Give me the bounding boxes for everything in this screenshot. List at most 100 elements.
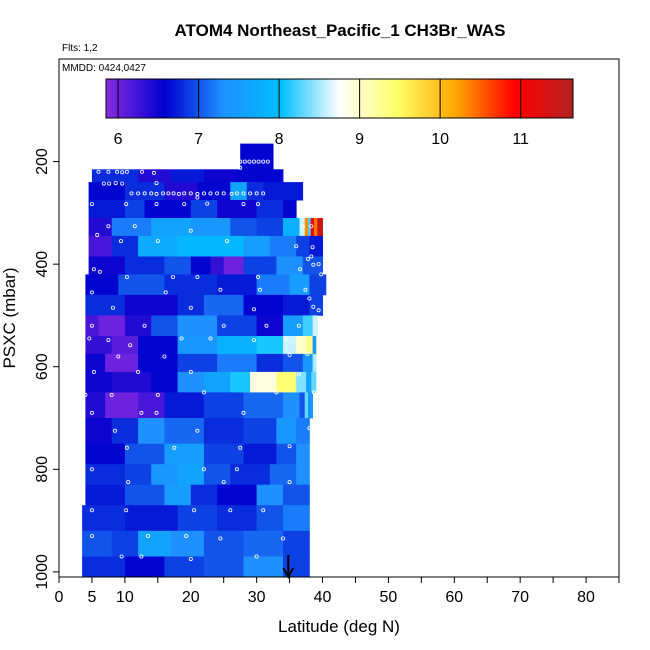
heatmap-cell xyxy=(151,464,178,486)
x-tick-label: 40 xyxy=(314,589,332,606)
sample-point xyxy=(188,305,193,310)
heatmap-cell xyxy=(230,464,271,486)
x-tick-label: 70 xyxy=(511,589,529,606)
sample-point xyxy=(254,554,259,559)
heatmap-cell xyxy=(309,294,323,316)
sample-point xyxy=(142,191,147,196)
heatmap-cell xyxy=(306,371,312,393)
heatmap-cell xyxy=(124,443,165,465)
heatmap-cell xyxy=(256,315,284,337)
sample-point xyxy=(145,534,150,539)
y-tick-label: 800 xyxy=(34,456,51,483)
sample-point xyxy=(89,534,94,539)
sample-point xyxy=(120,181,125,186)
sample-point xyxy=(201,390,206,395)
heatmap-cell xyxy=(190,484,218,506)
heatmap-cell xyxy=(296,336,307,355)
heatmap-cell xyxy=(203,464,231,486)
sample-point xyxy=(170,274,175,279)
heatmap-cell xyxy=(85,443,126,465)
sample-point xyxy=(118,239,123,244)
heatmap-cell xyxy=(85,484,126,506)
heatmap-cell xyxy=(299,392,306,419)
sample-point xyxy=(310,245,315,250)
heatmap-cell xyxy=(243,392,284,419)
sample-point xyxy=(229,191,234,196)
heatmap-cell xyxy=(243,556,284,578)
sample-point xyxy=(128,343,133,348)
x-axis-label: Latitude (deg N) xyxy=(278,617,400,636)
colorbar-ticks: 6 7 8 9 10 11 xyxy=(114,79,529,148)
heatmap-cell xyxy=(217,336,257,355)
sample-point xyxy=(195,428,200,433)
heatmap-cell xyxy=(296,235,310,257)
heatmap-cell xyxy=(276,443,297,465)
heatmap-cell xyxy=(171,169,205,183)
heatmap-cell xyxy=(203,294,244,316)
sample-point xyxy=(89,290,94,295)
sample-point xyxy=(241,191,246,196)
heatmap-cell xyxy=(314,218,318,237)
heatmap-cell xyxy=(302,315,314,337)
sample-points xyxy=(83,159,325,562)
heatmap-cell xyxy=(299,218,306,237)
sample-point xyxy=(113,181,118,186)
sample-point xyxy=(316,262,321,267)
sample-point xyxy=(238,445,243,450)
x-axis: 0 5 10 20 30 40 50 60 70 80 xyxy=(55,577,620,606)
sample-point xyxy=(208,336,213,341)
heatmap-cell xyxy=(138,336,178,355)
sample-point xyxy=(261,191,266,196)
heatmap-cell xyxy=(138,169,172,183)
sample-point xyxy=(311,304,316,309)
sample-point xyxy=(316,308,321,313)
sample-point xyxy=(284,336,289,341)
heatmap-cell xyxy=(217,315,257,337)
sample-point xyxy=(96,169,101,174)
sample-point xyxy=(154,202,159,207)
heatmap-cell xyxy=(283,392,300,419)
heatmap-cell xyxy=(217,274,257,296)
sample-point xyxy=(139,410,144,415)
sample-point xyxy=(248,191,253,196)
heatmap-cell xyxy=(138,353,178,373)
sample-point xyxy=(89,508,94,513)
heatmap-cell xyxy=(111,371,152,393)
colorbar-tick-label: 11 xyxy=(512,131,529,148)
heatmap-cell xyxy=(203,371,231,393)
heatmap-cell xyxy=(308,392,313,419)
colorbar xyxy=(105,78,574,119)
heatmap-cell xyxy=(302,256,323,275)
heatmap-cell xyxy=(304,218,309,237)
heatmap-cell xyxy=(85,464,126,486)
heatmap-cell xyxy=(203,443,244,465)
heatmap-cell xyxy=(111,218,152,237)
sample-point xyxy=(287,444,292,449)
x-tick-label: 5 xyxy=(87,589,96,606)
sample-point xyxy=(188,557,193,562)
sample-point xyxy=(142,323,147,328)
sample-point xyxy=(136,191,141,196)
sample-point xyxy=(97,269,102,274)
sample-point xyxy=(188,191,193,196)
heatmap-cell xyxy=(217,505,257,532)
heatmap-cell xyxy=(88,182,126,201)
heatmap-cell xyxy=(85,336,113,355)
sample-point xyxy=(256,159,261,164)
arrow-head xyxy=(282,567,295,580)
x-tick-label: 0 xyxy=(55,589,64,606)
sample-point xyxy=(294,244,299,249)
sample-point xyxy=(287,352,292,357)
heatmap-cell xyxy=(124,315,152,337)
sample-point xyxy=(126,480,131,485)
y-tick-label: 1000 xyxy=(34,554,51,590)
sample-point xyxy=(155,239,160,244)
sample-point xyxy=(124,445,129,450)
heatmap-cell xyxy=(296,371,307,393)
heatmap-cell xyxy=(230,371,251,393)
sample-point xyxy=(215,191,220,196)
heatmap-cell xyxy=(111,235,139,257)
colorbar-tick-label: 10 xyxy=(431,131,449,148)
sample-point xyxy=(107,181,112,186)
sample-point xyxy=(280,536,285,541)
